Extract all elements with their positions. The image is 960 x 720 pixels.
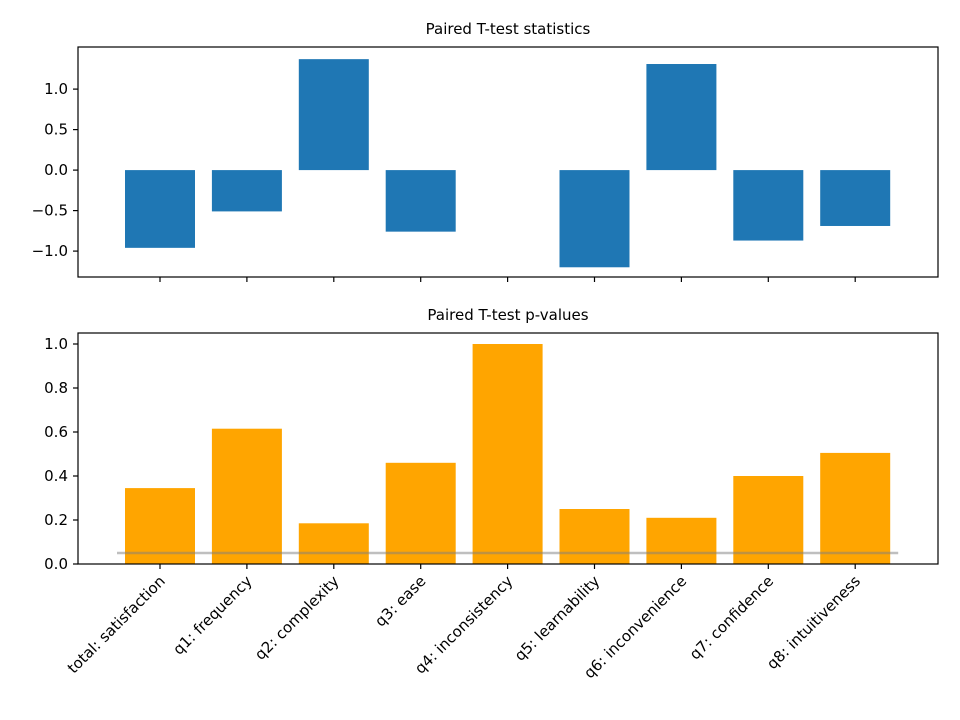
chart-title: Paired T-test statistics (426, 20, 591, 38)
bar-0 (125, 170, 195, 248)
bar-3 (385, 462, 456, 564)
y-tick-label: −0.5 (32, 202, 68, 220)
y-tick-label: 0.0 (44, 555, 68, 573)
bar-0 (125, 488, 195, 564)
y-tick-label: 0.5 (44, 121, 68, 139)
bar-8 (820, 452, 891, 564)
bar-1 (211, 170, 282, 212)
bar-2 (298, 59, 369, 171)
bar-6 (646, 64, 717, 171)
y-tick-label: 0.6 (44, 423, 68, 441)
bar-8 (820, 170, 891, 226)
bar-7 (733, 170, 804, 241)
y-tick-label: 0.0 (44, 161, 68, 179)
bar-5 (559, 170, 630, 268)
y-axis-ticks: −1.0 −0.5 0.0 0.5 1.0 (32, 80, 78, 260)
bars-group (125, 59, 891, 268)
plot-frame (77, 332, 939, 565)
y-tick-label: −1.0 (32, 242, 68, 260)
y-tick-label: 1.0 (44, 335, 68, 353)
bar-3 (385, 170, 456, 232)
bar-2 (298, 523, 369, 564)
y-axis-ticks: 0.0 0.2 0.4 0.6 0.8 1.0 (44, 335, 78, 573)
plot-frame (77, 46, 939, 278)
t-statistics-chart: Paired T-test statistics −1.0 −0.5 0.0 0.5 1… (32, 20, 939, 282)
bar-7 (733, 476, 804, 564)
y-tick-label: 0.2 (44, 511, 68, 529)
bar-4 (472, 344, 543, 564)
y-tick-label: 0.8 (44, 379, 68, 397)
x-axis-ticks (159, 277, 856, 282)
bar-1 (211, 428, 282, 564)
bar-6 (646, 517, 717, 564)
y-tick-label: 0.4 (44, 467, 68, 485)
bar-5 (559, 509, 630, 564)
chart-title: Paired T-test p-values (427, 306, 588, 324)
y-tick-label: 1.0 (44, 80, 68, 98)
bars-group (125, 344, 891, 564)
